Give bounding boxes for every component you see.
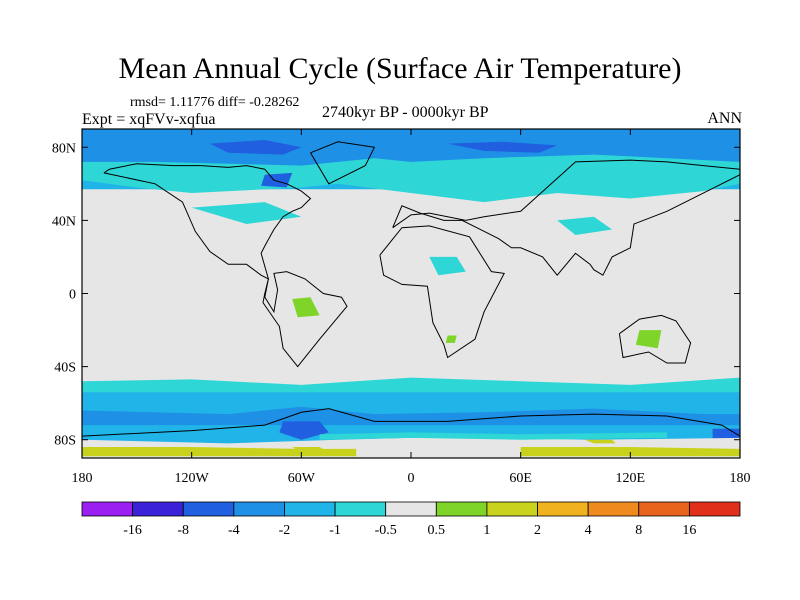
anomaly-region-4 (447, 141, 558, 153)
colorbar-label: -0.5 (375, 523, 397, 538)
colorbar-label: 16 (682, 523, 696, 538)
y-axis: 80N 40N 0 40S 80S (52, 141, 740, 449)
anomaly-region-21 (445, 335, 457, 343)
anomaly-region-17 (429, 256, 466, 276)
colorbar-swatch (486, 501, 538, 517)
x-tick-label: 0 (408, 471, 415, 486)
colorbar: -16 -8 -4 -2 -1 -0.5 0.5 1 2 4 8 16 (81, 501, 741, 538)
coastline-4 (618, 314, 692, 364)
x-tick-label: 60W (288, 471, 316, 486)
anomaly-region-15 (584, 439, 616, 444)
colorbar-swatch (638, 501, 690, 517)
colorbar-label: -16 (123, 523, 142, 538)
y-tick-label: 40S (54, 361, 76, 376)
coastline-0 (103, 163, 312, 280)
colorbar-swatch (284, 501, 336, 517)
anomaly-region-20 (635, 330, 662, 349)
colorbar-swatch (537, 501, 589, 517)
season-label: ANN (707, 110, 742, 127)
x-axis: 180 120W 60W 0 60E 120E 180 (72, 129, 751, 486)
anomaly-region-19 (292, 297, 320, 318)
colorbar-swatch (132, 501, 184, 517)
experiment-label: Expt = xqFVv-xqfua (82, 111, 216, 128)
anomaly-region-18 (557, 216, 613, 235)
colorbar-swatch (587, 501, 640, 517)
y-tick-label: 80N (52, 141, 76, 156)
coastline-2 (379, 225, 505, 359)
y-tick-label: 40N (52, 214, 76, 229)
coastlines (82, 141, 740, 437)
anomaly-region-9 (279, 421, 329, 440)
colorbar-label: 1 (483, 523, 490, 538)
anomaly-region-7 (82, 377, 740, 393)
colorbar-label: -4 (228, 523, 240, 538)
anomaly-region-16 (191, 202, 302, 224)
colorbar-label: -1 (329, 523, 341, 538)
colorbar-label: -2 (279, 523, 291, 538)
chart-title: Mean Annual Cycle (Surface Air Temperatu… (118, 52, 682, 85)
colorbar-swatch (334, 501, 387, 517)
colorbar-label: 2 (534, 523, 541, 538)
x-tick-label: 180 (72, 471, 93, 486)
x-tick-label: 180 (730, 471, 751, 486)
colorbar-label: 0.5 (428, 523, 446, 538)
anomaly-region-2 (82, 129, 740, 166)
colorbar-swatch (688, 501, 741, 517)
anomaly-region-5 (261, 172, 293, 188)
period-label: 2740kyr BP - 0000kyr BP (322, 104, 489, 121)
x-tick-label: 120E (616, 471, 646, 486)
anomaly-region-22 (292, 447, 329, 453)
anomaly-region-12 (319, 432, 667, 440)
coastline-1 (262, 271, 348, 368)
colorbar-label: 4 (585, 523, 592, 538)
y-tick-label: 80S (54, 434, 76, 449)
colorbar-swatch (435, 501, 488, 517)
coastline-5 (310, 141, 376, 185)
colorbar-swatch (81, 501, 134, 517)
x-tick-label: 60E (509, 471, 532, 486)
y-tick-label: 0 (69, 288, 76, 303)
coastline-3 (392, 159, 740, 276)
anomaly-regions (82, 129, 740, 458)
colorbar-swatch (385, 501, 437, 517)
colorbar-swatch (182, 501, 235, 517)
colorbar-swatch (233, 501, 285, 517)
anomaly-region-3 (209, 140, 302, 155)
anomaly-region-14 (520, 447, 740, 457)
x-tick-label: 120W (175, 471, 210, 486)
colorbar-label: -8 (177, 523, 189, 538)
anomaly-region-8 (82, 406, 740, 426)
stats-text: rmsd= 1.11776 diff= -0.28262 (130, 95, 300, 110)
coastline-6 (82, 408, 740, 437)
anomaly-region-13 (82, 447, 357, 457)
colorbar-label: 8 (635, 523, 642, 538)
